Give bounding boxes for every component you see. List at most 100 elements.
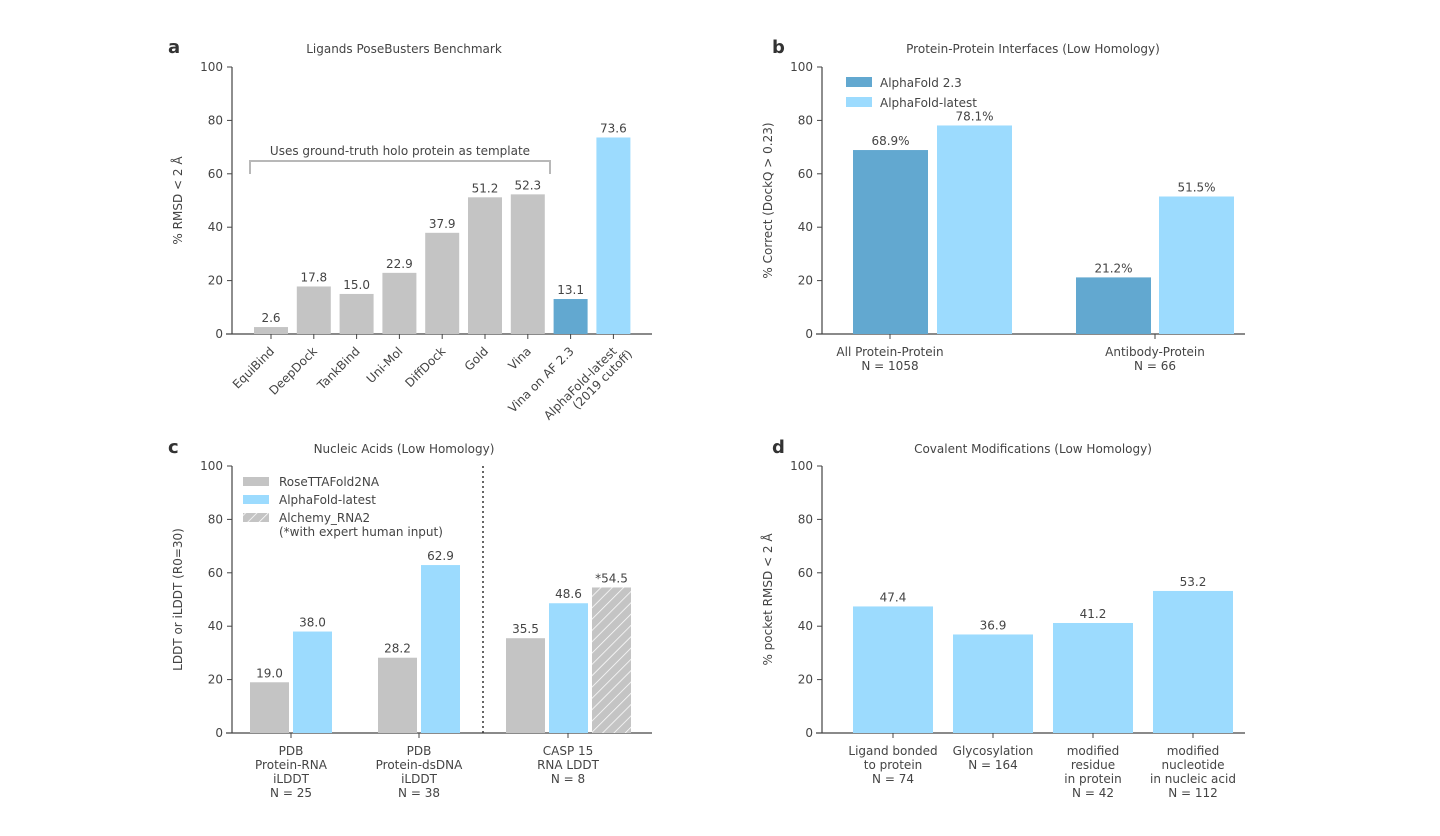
data-label: 48.6 — [555, 587, 582, 601]
bar — [250, 682, 289, 733]
data-label: 41.2 — [1080, 607, 1107, 621]
x-tick-label: Vina — [505, 344, 533, 372]
bar — [506, 638, 545, 733]
bar — [378, 657, 417, 733]
panel-letter: d — [772, 437, 785, 458]
bar — [553, 299, 588, 334]
bar — [853, 606, 933, 733]
annotation-text: Uses ground-truth holo protein as templa… — [270, 144, 530, 158]
chart-title: Covalent Modifications (Low Homology) — [914, 442, 1152, 456]
bar — [339, 293, 374, 334]
legend-swatch — [243, 513, 269, 522]
bar — [937, 125, 1012, 335]
data-label: 68.9% — [871, 134, 909, 148]
y-tick-label: 40 — [208, 619, 223, 633]
y-tick-label: 100 — [790, 60, 813, 74]
legend-label: AlphaFold-latest — [279, 493, 376, 507]
legend-swatch — [846, 77, 872, 87]
bar — [1153, 590, 1233, 733]
x-tick-label: Gold — [462, 344, 491, 373]
data-label: 62.9 — [427, 549, 454, 563]
bar — [953, 634, 1033, 733]
y-axis-label: LDDT or iLDDT (R0=30) — [171, 528, 185, 671]
x-tick-label: Uni-Mol — [364, 344, 406, 386]
bar — [1053, 622, 1133, 733]
bar — [1159, 196, 1234, 334]
y-tick-label: 60 — [208, 566, 223, 580]
bar — [421, 565, 460, 733]
data-label: 22.9 — [386, 257, 413, 271]
y-tick-label: 40 — [798, 220, 813, 234]
y-axis-label: % pocket RMSD < 2 Å — [760, 533, 775, 666]
y-tick-label: 20 — [208, 274, 223, 288]
bar — [254, 327, 288, 334]
data-label: 17.8 — [300, 270, 327, 284]
legend-label: RoseTTAFold2NA — [279, 475, 380, 489]
legend-swatch — [243, 495, 269, 504]
data-label: 15.0 — [343, 278, 370, 292]
data-label: 73.6 — [600, 121, 627, 135]
chart-title: Ligands PoseBusters Benchmark — [306, 42, 502, 56]
y-tick-label: 80 — [798, 512, 813, 526]
bar — [510, 194, 545, 334]
data-label: 51.2 — [472, 181, 499, 195]
x-tick-label: AlphaFold-latest(2019 cutoff) — [541, 338, 635, 432]
y-tick-label: 60 — [798, 566, 813, 580]
bar — [592, 587, 631, 733]
panel-letter: b — [772, 37, 785, 58]
x-tick-label: PDB Protein-RNA iLDDT N = 25 — [255, 744, 328, 800]
x-tick-label: PDB Protein-dsDNA iLDDT N = 38 — [376, 744, 463, 800]
legend-label: AlphaFold 2.3 — [880, 76, 962, 90]
y-tick-label: 100 — [790, 459, 813, 473]
bar — [596, 137, 631, 334]
y-axis-label: % RMSD < 2 Å — [170, 156, 185, 245]
x-tick-label: DiffDock — [402, 344, 448, 390]
x-tick-label: CASP 15 RNA LDDT N = 8 — [537, 744, 600, 786]
x-tick-label: All Protein-Protein N = 1058 — [836, 345, 943, 373]
y-tick-label: 20 — [798, 274, 813, 288]
y-tick-label: 80 — [208, 512, 223, 526]
x-tick-label: Ligand bonded to protein N = 74 — [848, 744, 937, 786]
y-tick-label: 80 — [208, 113, 223, 127]
bar — [382, 272, 417, 334]
bar — [1076, 277, 1151, 334]
bar — [293, 631, 332, 733]
legend-label: Alchemy_RNA2 (*with expert human input) — [279, 511, 443, 539]
bar — [853, 150, 928, 334]
data-label: 36.9 — [980, 618, 1007, 632]
x-tick-label: modified nucleotide in nucleic acid N = 112 — [1150, 744, 1236, 800]
y-axis-label: % Correct (DockQ > 0.23) — [761, 122, 775, 278]
y-tick-label: 100 — [200, 60, 223, 74]
data-label: 28.2 — [384, 642, 411, 656]
y-tick-label: 60 — [208, 167, 223, 181]
bar — [296, 286, 331, 334]
data-label: 52.3 — [514, 178, 541, 192]
y-tick-label: 60 — [798, 167, 813, 181]
data-label: 2.6 — [261, 311, 280, 325]
bar — [549, 603, 588, 733]
legend-label: AlphaFold-latest — [880, 96, 977, 110]
chart-title: Protein-Protein Interfaces (Low Homology… — [906, 42, 1160, 56]
data-label: 53.2 — [1180, 575, 1207, 589]
data-label: 35.5 — [512, 622, 539, 636]
legend-swatch — [846, 97, 872, 107]
y-tick-label: 0 — [215, 726, 223, 740]
y-tick-label: 40 — [798, 619, 813, 633]
bar — [468, 197, 502, 334]
chart-title: Nucleic Acids (Low Homology) — [314, 442, 495, 456]
data-label: 13.1 — [557, 283, 584, 297]
y-tick-label: 0 — [805, 726, 813, 740]
data-label: 78.1% — [955, 109, 993, 123]
legend-swatch — [243, 477, 269, 486]
data-label: 21.2% — [1094, 261, 1132, 275]
data-label: 19.0 — [256, 666, 283, 680]
x-tick-label: TankBind — [314, 344, 363, 393]
data-label: 47.4 — [880, 590, 907, 604]
data-label: 38.0 — [299, 616, 326, 630]
panel-letter: c — [168, 437, 179, 458]
panel-letter: a — [168, 37, 180, 58]
bar — [425, 232, 460, 334]
y-tick-label: 40 — [208, 220, 223, 234]
y-tick-label: 0 — [805, 327, 813, 341]
